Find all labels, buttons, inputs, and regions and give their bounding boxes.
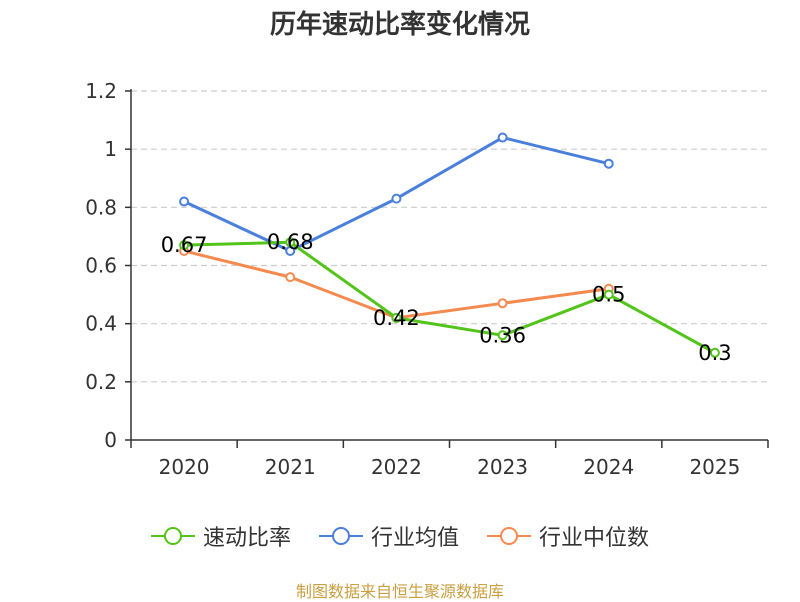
data-point-1 <box>179 196 190 207</box>
source-footer: 制图数据来自恒生聚源数据库 <box>295 582 504 601</box>
y-tick-label: 0.8 <box>85 195 117 219</box>
x-tick-label: 2025 <box>689 455 740 479</box>
legend: 速动比率 行业均值 行业中位数 <box>0 520 800 552</box>
y-tick-label: 0.4 <box>85 312 117 336</box>
data-label: 0.68 <box>267 230 314 254</box>
data-point-0 <box>603 289 614 300</box>
y-tick-label: 0.2 <box>85 370 117 394</box>
x-tick-label: 2020 <box>159 455 210 479</box>
legend-swatch-industry-mean <box>318 527 363 545</box>
x-tick-label: 2021 <box>265 455 316 479</box>
series-line-0 <box>184 240 716 355</box>
chart-title: 历年速动比率变化情况 <box>269 10 530 40</box>
data-label: 0.67 <box>161 233 208 257</box>
legend-item-quick-ratio[interactable]: 速动比率 <box>150 520 291 552</box>
legend-item-industry-median[interactable]: 行业中位数 <box>487 520 649 552</box>
data-label: 0.36 <box>479 323 526 347</box>
data-label: 0.42 <box>373 306 420 330</box>
legend-label-industry-mean: 行业均值 <box>370 526 459 551</box>
legend-label-industry-median: 行业中位数 <box>539 526 650 551</box>
data-point-0 <box>285 237 296 248</box>
data-point-0 <box>179 240 190 251</box>
y-tick-label: 1.2 <box>85 79 117 103</box>
x-tick-label: 2023 <box>477 455 528 479</box>
x-tick-label: 2024 <box>583 455 634 479</box>
legend-item-industry-mean[interactable]: 行业均值 <box>318 520 459 552</box>
data-point-2 <box>285 272 296 283</box>
data-point-1 <box>497 132 508 143</box>
data-point-1 <box>603 158 614 169</box>
y-tick-label: 0 <box>104 428 117 452</box>
y-tick-label: 0.6 <box>85 254 117 278</box>
data-point-0 <box>497 330 508 341</box>
legend-label-quick-ratio: 速动比率 <box>202 526 291 551</box>
data-point-1 <box>391 193 402 204</box>
data-label: 0.5 <box>592 283 625 307</box>
legend-swatch-industry-median <box>487 527 531 545</box>
data-point-2 <box>497 298 508 309</box>
data-point-0 <box>391 312 402 323</box>
data-label: 0.3 <box>698 341 731 365</box>
x-tick-label: 2022 <box>371 455 422 479</box>
y-tick-label: 1 <box>104 137 117 161</box>
data-point-0 <box>709 347 720 358</box>
legend-swatch-quick-ratio <box>150 527 195 545</box>
